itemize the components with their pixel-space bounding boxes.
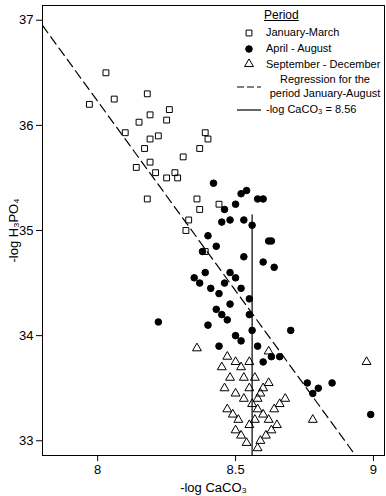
svg-text:36: 36 [19,118,33,133]
html-text:April - August: April - August [266,41,332,54]
svg-text:35: 35 [19,223,33,238]
svg-text:9: 9 [370,462,377,477]
html-text:September - December: September - December [266,57,381,70]
html-text:Regression for the period Janu: Regression for the period January-August [269,73,381,99]
svg-text:-log CaCO₃: -log CaCO₃ [180,480,247,495]
svg-text:33: 33 [19,433,33,448]
html-text:-log CaCO₃ = 8.56: -log CaCO₃ = 8.56 [266,102,357,115]
svg-text:8.5: 8.5 [227,462,245,477]
svg-text:34: 34 [19,328,33,343]
html-text:Period: Period [264,8,299,22]
svg-text:8: 8 [94,462,101,477]
svg-text:37: 37 [19,12,33,27]
svg-text:-log H₃PO₄: -log H₃PO₄ [6,198,21,262]
html-text:January-March: January-March [266,26,340,38]
